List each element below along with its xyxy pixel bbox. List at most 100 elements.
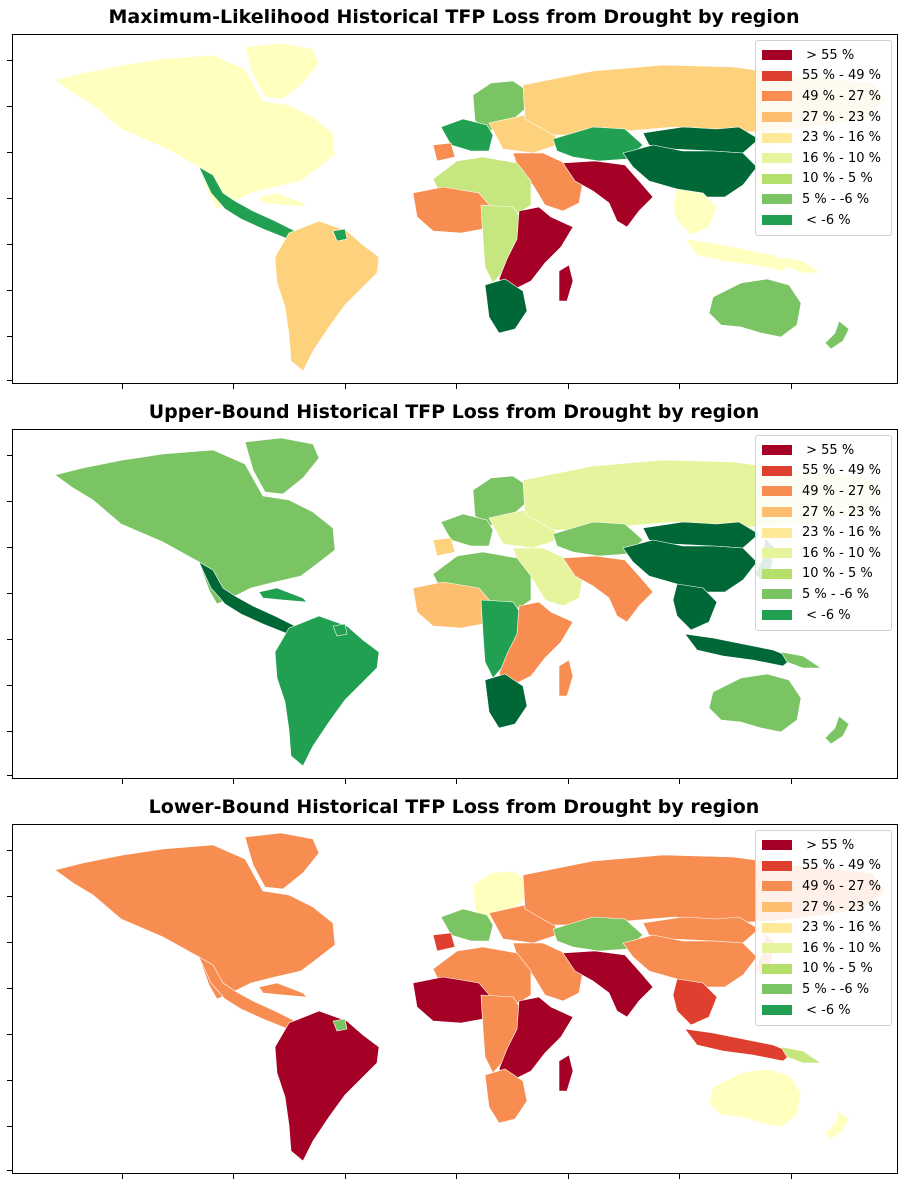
legend-swatch (762, 91, 792, 102)
legend-label: 27 % - 23 % (802, 504, 882, 520)
region-western-europe (440, 118, 494, 152)
legend-item: 49 % - 27 % (762, 86, 885, 107)
map-panel-upper-bound: Upper-Bound Historical TFP Loss from Dro… (0, 395, 908, 790)
y-tick (7, 60, 12, 61)
x-tick (122, 1174, 123, 1179)
panel-title: Upper-Bound Historical TFP Loss from Dro… (148, 401, 760, 423)
y-tick (7, 1034, 12, 1035)
legend-label: > 55 % (802, 47, 855, 63)
region-greenland (244, 437, 320, 495)
map-panel-lower-bound: Lower-Bound Historical TFP Loss from Dro… (0, 790, 908, 1185)
region-new-zealand (824, 715, 850, 745)
region-png (780, 256, 822, 274)
region-western-europe (440, 513, 494, 547)
legend-swatch (762, 589, 792, 600)
y-tick (7, 685, 12, 686)
region-guyana (332, 228, 348, 242)
region-north-america (54, 449, 336, 605)
region-southeast-asia (672, 188, 718, 236)
legend-swatch (762, 963, 792, 974)
region-caribbean (258, 587, 308, 603)
region-madagascar (558, 659, 574, 697)
legend-item: > 55 % (762, 45, 885, 66)
legend-label: 49 % - 27 % (802, 483, 882, 499)
legend-item: > 55 % (762, 835, 885, 856)
region-west-africa (412, 186, 492, 234)
x-tick (791, 1174, 792, 1179)
x-tick (345, 1174, 346, 1179)
region-caribbean (258, 192, 308, 208)
legend-label: 16 % - 10 % (802, 940, 882, 956)
region-east-africa (498, 996, 574, 1082)
legend-swatch (762, 112, 792, 123)
legend-swatch (762, 610, 792, 621)
region-southern-africa (484, 278, 528, 334)
y-tick (7, 850, 12, 851)
legend-label: 10 % - 5 % (802, 566, 873, 582)
legend-item: 23 % - 16 % (762, 127, 885, 148)
legend-swatch (762, 70, 792, 81)
x-tick (345, 779, 346, 784)
map-frame (12, 824, 898, 1174)
x-tick (679, 384, 680, 389)
region-madagascar (558, 264, 574, 302)
legend-item: 16 % - 10 % (762, 148, 885, 169)
region-north-america (54, 844, 336, 1000)
region-indonesia (684, 1028, 794, 1062)
y-tick (7, 1170, 12, 1171)
x-tick (456, 779, 457, 784)
legend-swatch (762, 50, 792, 61)
legend-label: < -6 % (802, 212, 851, 228)
x-tick (679, 779, 680, 784)
region-australia (708, 278, 802, 338)
legend: > 55 % 55 % - 49 % 49 % - 27 % 27 % - 23… (755, 435, 892, 631)
x-tick (122, 779, 123, 784)
region-guyana (332, 1018, 348, 1032)
x-tick (568, 1174, 569, 1179)
legend-item: 10 % - 5 % (762, 564, 885, 585)
y-tick (7, 1080, 12, 1081)
y-tick (7, 988, 12, 989)
x-tick (233, 1174, 234, 1179)
legend-swatch (762, 943, 792, 954)
region-new-zealand (824, 320, 850, 350)
region-south-america (274, 220, 380, 372)
y-tick (7, 152, 12, 153)
region-southern-africa (484, 673, 528, 729)
legend-item: > 55 % (762, 440, 885, 461)
y-tick (7, 942, 12, 943)
panel-title: Maximum-Likelihood Historical TFP Loss f… (108, 6, 800, 28)
region-iberia (432, 537, 456, 557)
legend-label: 23 % - 16 % (802, 525, 882, 541)
region-indonesia (684, 238, 794, 272)
legend-item: 49 % - 27 % (762, 876, 885, 897)
legend-label: 16 % - 10 % (802, 545, 882, 561)
x-tick (791, 384, 792, 389)
legend-swatch (762, 881, 792, 892)
legend-item: 27 % - 23 % (762, 502, 885, 523)
legend-label: 49 % - 27 % (802, 88, 882, 104)
legend-label: 5 % - -6 % (802, 191, 870, 207)
legend-label: > 55 % (802, 837, 855, 853)
legend-swatch (762, 922, 792, 933)
legend-item: 27 % - 23 % (762, 897, 885, 918)
region-southern-africa (484, 1068, 528, 1124)
legend-label: 23 % - 16 % (802, 130, 882, 146)
world-map (54, 832, 886, 1162)
map-frame (12, 429, 898, 779)
region-madagascar (558, 1054, 574, 1092)
region-southeast-asia (672, 978, 718, 1026)
legend-swatch (762, 860, 792, 871)
y-tick (7, 198, 12, 199)
legend-item: 55 % - 49 % (762, 856, 885, 877)
legend-swatch (762, 568, 792, 579)
legend-item: 27 % - 23 % (762, 107, 885, 128)
legend-label: 23 % - 16 % (802, 920, 882, 936)
x-tick (568, 384, 569, 389)
y-tick (7, 501, 12, 502)
x-tick (456, 384, 457, 389)
legend: > 55 % 55 % - 49 % 49 % - 27 % 27 % - 23… (755, 40, 892, 236)
legend-swatch (762, 194, 792, 205)
legend-label: 27 % - 23 % (802, 109, 882, 125)
y-tick (7, 106, 12, 107)
